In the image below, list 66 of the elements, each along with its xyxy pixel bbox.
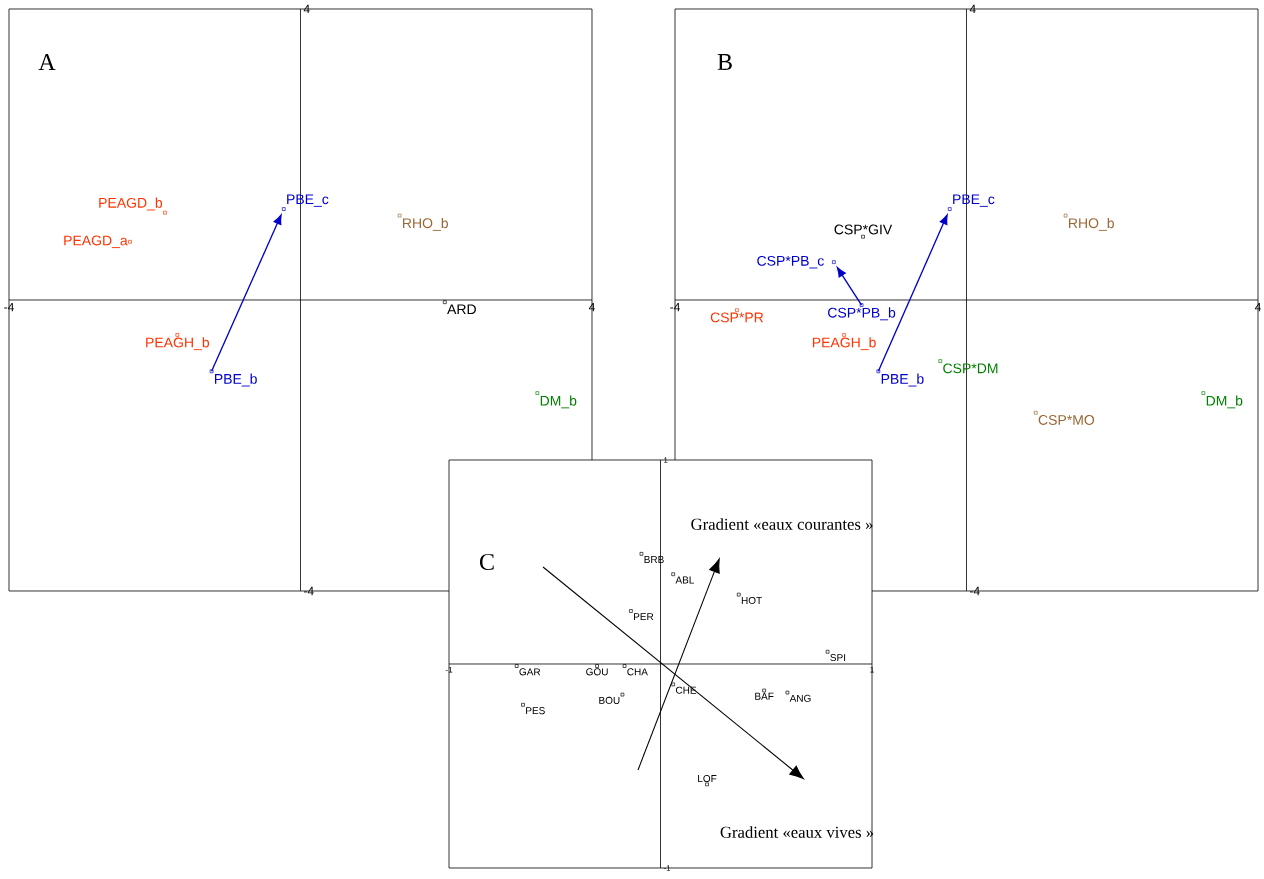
series-label: LOF: [698, 775, 717, 783]
point: [521, 702, 525, 707]
point: [595, 664, 599, 668]
series-label: SPI: [830, 654, 846, 662]
series-label: BAF: [755, 692, 774, 700]
series-label: CSP*MO: [1038, 415, 1095, 425]
point: [620, 692, 625, 697]
series-label: PER: [633, 613, 654, 621]
text: C: [479, 553, 494, 571]
point: [1033, 410, 1038, 415]
point: [281, 207, 286, 211]
text: A: [38, 54, 56, 70]
legend-label: CSP*PB_b: [828, 307, 896, 321]
x-tick-label: 4: [1254, 302, 1261, 312]
point: [735, 308, 739, 312]
series-label: PEAGD_b: [99, 197, 163, 211]
point: [622, 664, 627, 668]
series-label: GOU: [586, 668, 608, 676]
point: [832, 260, 836, 264]
text: B: [717, 54, 732, 70]
x-tick-label: 4: [588, 302, 595, 312]
point: [175, 333, 180, 337]
series-label: CSP*GIV: [834, 224, 893, 235]
point: [947, 207, 952, 211]
point: [1201, 391, 1206, 395]
series-label: GAR: [519, 668, 541, 676]
series-label: PBE_b: [215, 373, 257, 387]
series-label: PEAGH_b: [812, 337, 876, 351]
series-label: CSP*PR: [710, 312, 764, 323]
point: [535, 391, 540, 395]
point: [671, 572, 676, 577]
series-label: DM_b: [540, 395, 577, 409]
series-label: RHO_b: [403, 217, 448, 231]
annotation: Gradient «eaux courantes »: [691, 518, 873, 530]
series-label: CHE: [675, 686, 697, 694]
point: [442, 300, 447, 304]
x-tick-label: -4: [670, 302, 680, 312]
annotation: Gradient «eaux vives »: [720, 826, 874, 838]
point: [128, 239, 132, 244]
series-label: DM_b: [1206, 395, 1243, 409]
series-label: ABL: [675, 576, 695, 584]
point: [825, 649, 830, 654]
series-label: CHA: [627, 668, 648, 676]
series-label: RHO_b: [1069, 217, 1114, 231]
point: [629, 609, 633, 613]
point: [514, 664, 519, 668]
point: [671, 682, 676, 687]
series-label: CSP*PB_c: [757, 255, 824, 269]
point: [397, 213, 402, 218]
series-label: ANG: [789, 694, 811, 702]
series-label: PEAGH_b: [146, 337, 210, 351]
series-label: PEAGD_a: [64, 235, 128, 249]
point: [1063, 213, 1068, 218]
point: [842, 333, 846, 337]
point: [785, 690, 790, 695]
point: [938, 359, 943, 363]
series-label: PBE_b: [881, 373, 924, 387]
series-label: ARD: [447, 304, 476, 315]
point: [705, 782, 709, 787]
point: [736, 592, 741, 597]
series-label: PES: [526, 707, 545, 715]
x-tick-label: -4: [4, 302, 14, 312]
point: [639, 552, 644, 556]
series-label: HOT: [741, 596, 762, 604]
point: [163, 210, 167, 215]
series-label: BOU: [599, 696, 620, 704]
